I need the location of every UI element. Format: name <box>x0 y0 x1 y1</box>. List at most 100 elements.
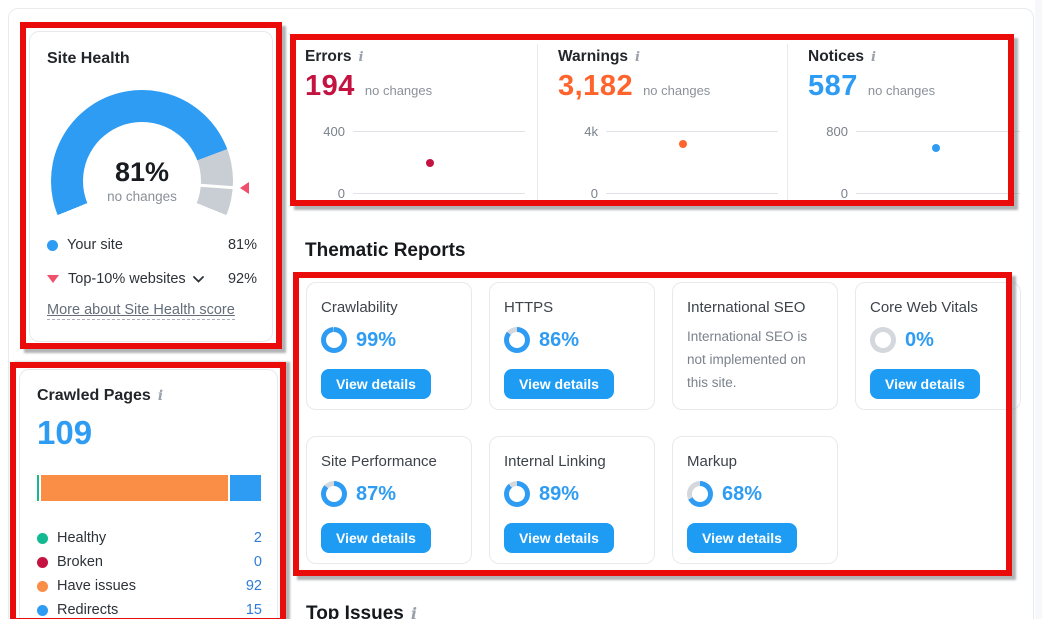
card-title: HTTPS <box>504 299 554 316</box>
legend-label: Broken <box>57 554 103 570</box>
card-international-seo: International SEO International SEO is n… <box>672 282 838 410</box>
card-markup: Markup 68% View details <box>672 436 838 564</box>
info-icon[interactable]: i <box>358 50 364 65</box>
metric-title-text: Errors <box>305 48 352 65</box>
panel-divider <box>787 44 788 200</box>
site-health-title: Site Health <box>47 50 130 67</box>
bar-segment[interactable] <box>41 475 231 501</box>
axis-label-top: 400 <box>323 124 345 139</box>
warnings-data-point[interactable] <box>679 139 688 148</box>
info-icon[interactable]: i <box>871 50 876 65</box>
view-details-button[interactable]: View details <box>870 369 980 399</box>
card-https: HTTPS 86% View details <box>489 282 655 410</box>
errors-trend-chart: 400 0 <box>305 124 525 201</box>
thematic-reports-heading: Thematic Reports <box>305 240 466 261</box>
gridline <box>353 193 525 194</box>
metric-title-text: Warnings <box>558 48 629 65</box>
info-icon[interactable]: i <box>410 604 417 619</box>
progress-ring-icon <box>504 481 530 507</box>
legend-row-top10[interactable]: Top-10% websites 92% <box>47 268 257 290</box>
legend-value: 81% <box>227 237 257 253</box>
crawled-pages-title: Crawled Pages i <box>37 387 163 405</box>
card-title: Internal Linking <box>504 453 606 470</box>
warnings-panel: Warnings i 3,182 no changes 4k 0 <box>558 48 778 201</box>
gridline <box>353 131 525 132</box>
view-details-button[interactable]: View details <box>504 523 614 553</box>
notices-trend-chart: 800 0 <box>808 124 1020 201</box>
card-site-performance: Site Performance 87% View details <box>306 436 472 564</box>
progress-ring-icon <box>504 327 530 353</box>
bar-segment[interactable] <box>230 475 261 501</box>
card-title: International SEO <box>687 299 806 316</box>
card-percent: 0% <box>905 328 934 351</box>
notices-value[interactable]: 587 <box>808 70 858 102</box>
crawled-pages-title-text: Crawled Pages <box>37 387 151 404</box>
axis-label-bottom: 0 <box>590 186 598 201</box>
legend-value-link[interactable]: 92 <box>245 578 262 594</box>
errors-data-point[interactable] <box>426 158 435 167</box>
legend-label: Your site <box>67 237 123 253</box>
card-percent: 99% <box>356 328 397 351</box>
legend-label: Have issues <box>57 578 136 594</box>
site-health-score-link[interactable]: More about Site Health score <box>47 302 235 320</box>
errors-change: no changes <box>364 83 433 98</box>
progress-ring-icon <box>687 481 713 507</box>
notices-panel: Notices i 587 no changes 800 0 <box>808 48 1020 201</box>
axis-label-top: 800 <box>826 124 848 139</box>
card-percent: 89% <box>539 482 580 505</box>
legend-row-your-site: Your site 81% <box>47 234 257 256</box>
page-gutter <box>1035 0 1042 619</box>
progress-ring-icon <box>870 327 896 353</box>
info-icon[interactable]: i <box>157 388 163 404</box>
bar-segment[interactable] <box>37 475 42 501</box>
site-health-change: no changes <box>107 189 177 205</box>
site-health-gauge: 81% no changes <box>42 90 262 222</box>
axis-label-bottom: 0 <box>337 186 345 201</box>
legend-row-have-issues: Have issues 92 <box>37 576 262 596</box>
progress-ring-icon <box>321 327 347 353</box>
legend-value-link[interactable]: 0 <box>253 554 262 570</box>
legend-value-link[interactable]: 15 <box>245 602 262 618</box>
panel-divider <box>537 44 538 200</box>
site-health-card: Site Health 81% no changes Your site 81%… <box>29 31 273 342</box>
card-title: Crawlability <box>321 299 398 316</box>
view-details-button[interactable]: View details <box>504 369 614 399</box>
card-message: International SEO is not implemented on … <box>687 329 808 390</box>
card-percent: 68% <box>722 482 763 505</box>
legend-row-healthy: Healthy 2 <box>37 528 262 548</box>
legend-value-link[interactable]: 2 <box>253 530 262 546</box>
view-details-button[interactable]: View details <box>321 369 431 399</box>
crawled-pages-stacked-bar[interactable] <box>37 475 261 501</box>
chevron-down-icon[interactable] <box>192 275 204 283</box>
legend-value: 92% <box>227 271 257 287</box>
warnings-trend-chart: 4k 0 <box>558 124 778 201</box>
gridline <box>856 193 1020 194</box>
info-icon[interactable]: i <box>635 50 641 65</box>
your-site-dot-icon <box>47 239 58 251</box>
site-health-score: 81% <box>114 156 170 187</box>
card-internal-linking: Internal Linking 89% View details <box>489 436 655 564</box>
card-title: Markup <box>687 453 738 470</box>
notices-data-point[interactable] <box>932 143 941 152</box>
errors-panel: Errors i 194 no changes 400 0 <box>305 48 525 201</box>
card-percent: 87% <box>356 482 397 505</box>
have-issues-dot-icon <box>37 580 48 592</box>
legend-label: Redirects <box>57 602 119 618</box>
view-details-button[interactable]: View details <box>321 523 431 553</box>
top-issues-title-text: Top Issues <box>306 603 404 619</box>
card-title: Core Web Vitals <box>870 299 978 316</box>
warnings-value[interactable]: 3,182 <box>558 70 634 102</box>
axis-label-bottom: 0 <box>840 186 848 201</box>
legend-label: Top-10% websites <box>68 271 186 287</box>
errors-value[interactable]: 194 <box>305 70 355 102</box>
legend-row-redirects: Redirects 15 <box>37 600 262 619</box>
view-details-button[interactable]: View details <box>687 523 797 553</box>
thematic-cards-grid: Crawlability 99% View details HTTPS 86% … <box>306 282 1022 564</box>
gridline <box>606 131 778 132</box>
metric-title-text: Notices <box>808 48 864 65</box>
crawled-pages-total[interactable]: 109 <box>37 414 93 451</box>
broken-dot-icon <box>37 556 48 568</box>
legend-row-broken: Broken 0 <box>37 552 262 572</box>
gauge-center: 81% no changes <box>83 122 201 222</box>
